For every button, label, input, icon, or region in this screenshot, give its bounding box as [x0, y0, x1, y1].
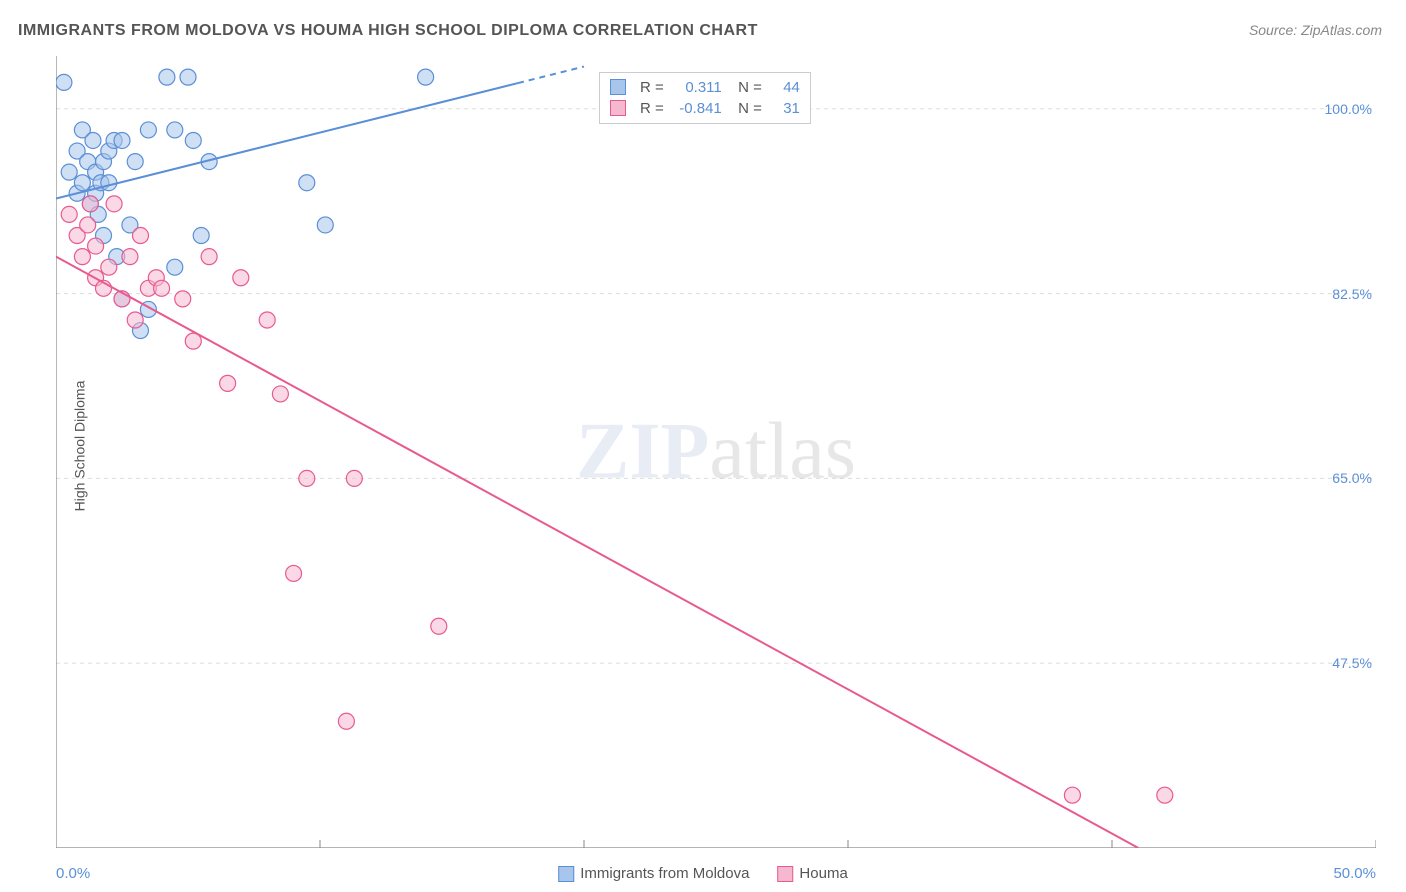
y-tick-label: 100.0% [1325, 101, 1372, 117]
stats-swatch [610, 100, 626, 116]
legend-item: Houma [777, 865, 847, 882]
legend-label: Immigrants from Moldova [580, 865, 749, 882]
stats-row: R = -0.841 N = 31 [610, 98, 800, 119]
scatter-svg [56, 56, 1376, 848]
legend-label: Houma [799, 865, 847, 882]
stats-r-label: R = [640, 79, 664, 96]
stats-r-value: -0.841 [672, 100, 722, 117]
stats-n-label: N = [730, 100, 762, 117]
source-attribution: Source: ZipAtlas.com [1249, 22, 1382, 38]
y-tick-label: 82.5% [1332, 286, 1372, 302]
stats-r-label: R = [640, 100, 664, 117]
stats-n-label: N = [730, 79, 762, 96]
stats-r-value: 0.311 [672, 79, 722, 96]
y-tick-label: 65.0% [1332, 470, 1372, 486]
legend-swatch [777, 866, 793, 882]
legend-swatch [558, 866, 574, 882]
legend-item: Immigrants from Moldova [558, 865, 749, 882]
stats-row: R = 0.311 N = 44 [610, 77, 800, 98]
legend-bottom: Immigrants from Moldova Houma [558, 865, 848, 882]
stats-swatch [610, 79, 626, 95]
stats-n-value: 44 [770, 79, 800, 96]
y-tick-label: 47.5% [1332, 655, 1372, 671]
chart-title: IMMIGRANTS FROM MOLDOVA VS HOUMA HIGH SC… [18, 22, 758, 40]
stats-n-value: 31 [770, 100, 800, 117]
x-axis-min-label: 0.0% [56, 865, 90, 882]
stats-legend-box: R = 0.311 N = 44 R = -0.841 N = 31 [599, 72, 811, 124]
x-axis-max-label: 50.0% [1333, 865, 1376, 882]
chart-plot-area: ZIPatlas R =0.311 N =44R =-0.841 N =31 [56, 56, 1376, 848]
